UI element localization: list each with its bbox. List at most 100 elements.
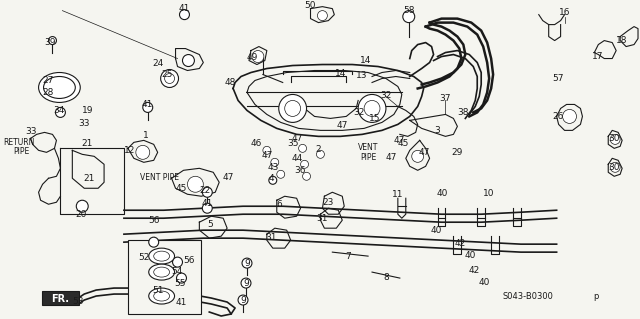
Text: 19: 19 — [81, 106, 93, 115]
Text: 47: 47 — [223, 173, 234, 182]
Text: 58: 58 — [403, 6, 415, 15]
Text: 41: 41 — [142, 100, 154, 109]
Circle shape — [161, 70, 179, 87]
Text: 24: 24 — [152, 59, 163, 68]
Text: 45: 45 — [176, 184, 187, 193]
Text: 16: 16 — [559, 8, 570, 17]
Text: 48: 48 — [225, 78, 236, 87]
Circle shape — [252, 50, 264, 63]
Circle shape — [279, 94, 307, 122]
Text: 47: 47 — [292, 134, 303, 143]
Text: 32: 32 — [380, 91, 392, 100]
Circle shape — [299, 145, 307, 152]
Text: 26: 26 — [552, 112, 563, 121]
Text: 13: 13 — [356, 71, 368, 80]
Text: 56: 56 — [148, 216, 159, 225]
Circle shape — [285, 100, 301, 116]
Text: 3: 3 — [435, 126, 440, 135]
Text: 47: 47 — [385, 153, 397, 162]
Text: 44: 44 — [292, 154, 303, 163]
Text: RETURN: RETURN — [3, 138, 35, 147]
Text: 25: 25 — [161, 70, 172, 79]
Text: 36: 36 — [294, 166, 305, 175]
Text: 55: 55 — [175, 278, 186, 287]
Text: 9: 9 — [240, 295, 246, 305]
Circle shape — [269, 176, 276, 184]
Circle shape — [202, 187, 212, 197]
Text: 33: 33 — [79, 119, 90, 128]
Circle shape — [610, 162, 620, 172]
Text: 41: 41 — [202, 199, 213, 208]
Circle shape — [303, 172, 310, 180]
Circle shape — [358, 94, 386, 122]
Circle shape — [202, 203, 212, 213]
Ellipse shape — [148, 288, 175, 304]
Circle shape — [148, 237, 159, 247]
Circle shape — [173, 257, 182, 267]
Text: 11: 11 — [392, 190, 404, 199]
Circle shape — [271, 158, 279, 166]
Ellipse shape — [148, 264, 175, 280]
Text: 31: 31 — [265, 233, 276, 242]
FancyBboxPatch shape — [42, 291, 79, 305]
Circle shape — [179, 10, 189, 19]
Text: 27: 27 — [43, 76, 54, 85]
Text: 33: 33 — [25, 127, 36, 136]
Text: 45: 45 — [397, 139, 408, 148]
Text: 30: 30 — [609, 134, 620, 143]
Circle shape — [136, 145, 150, 159]
Text: 40: 40 — [431, 226, 442, 235]
Text: PIPE: PIPE — [13, 147, 30, 156]
Text: 14: 14 — [335, 69, 346, 78]
Text: 41: 41 — [179, 4, 190, 13]
Text: 6: 6 — [276, 200, 282, 209]
Text: 42: 42 — [455, 239, 466, 248]
Text: 14: 14 — [360, 56, 372, 65]
Circle shape — [263, 146, 271, 154]
Text: 47: 47 — [393, 136, 404, 145]
Text: 52: 52 — [138, 253, 150, 262]
Text: 2: 2 — [316, 145, 321, 154]
Circle shape — [403, 11, 415, 23]
Text: FR.: FR. — [51, 294, 69, 304]
Text: 4: 4 — [269, 174, 275, 183]
Circle shape — [563, 109, 577, 123]
Text: 37: 37 — [440, 94, 451, 103]
Text: 21: 21 — [83, 174, 95, 183]
Circle shape — [301, 160, 308, 168]
Text: 28: 28 — [43, 88, 54, 97]
Text: PIPE: PIPE — [360, 153, 376, 162]
Circle shape — [177, 273, 186, 283]
Text: 10: 10 — [483, 189, 495, 198]
Text: 38: 38 — [458, 108, 469, 117]
Text: 17: 17 — [591, 52, 603, 61]
Text: 5: 5 — [207, 220, 213, 229]
Text: 40: 40 — [437, 189, 448, 198]
Circle shape — [317, 11, 328, 21]
Text: VENT: VENT — [358, 143, 378, 152]
Text: 56: 56 — [184, 256, 195, 265]
Text: 47: 47 — [337, 121, 348, 130]
Text: 15: 15 — [369, 114, 381, 123]
Circle shape — [316, 150, 324, 158]
Circle shape — [610, 134, 620, 145]
Circle shape — [188, 176, 204, 192]
Text: 42: 42 — [468, 266, 480, 275]
Text: 21: 21 — [81, 139, 93, 148]
Text: S043-B0300: S043-B0300 — [502, 292, 554, 300]
Text: 12: 12 — [124, 146, 136, 155]
Circle shape — [241, 278, 251, 288]
Ellipse shape — [154, 291, 170, 301]
Text: 54: 54 — [171, 267, 182, 276]
Text: 22: 22 — [200, 186, 211, 195]
Ellipse shape — [38, 72, 80, 102]
Text: 51: 51 — [152, 286, 163, 294]
Text: 35: 35 — [287, 139, 298, 148]
Circle shape — [182, 55, 195, 67]
Text: 8: 8 — [383, 273, 389, 282]
Text: 41: 41 — [176, 298, 187, 307]
Circle shape — [143, 102, 153, 112]
Ellipse shape — [44, 77, 76, 99]
Text: 34: 34 — [54, 106, 65, 115]
Text: 46: 46 — [250, 139, 262, 148]
